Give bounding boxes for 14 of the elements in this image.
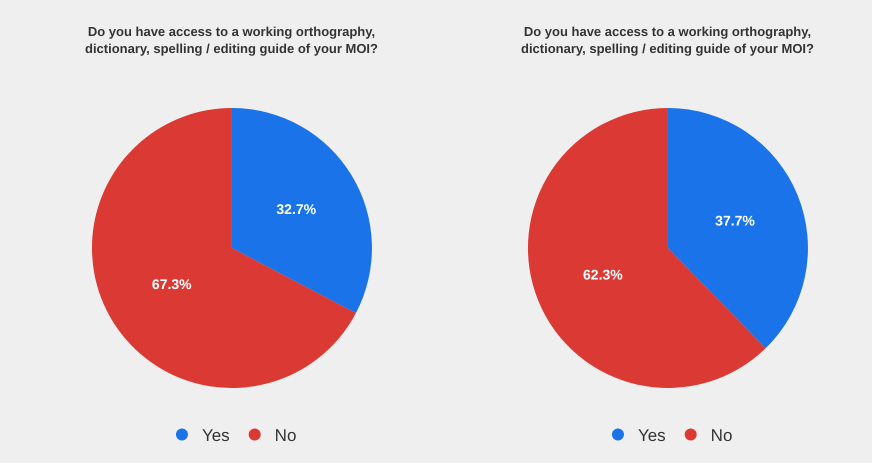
legend-label: Yes [202, 426, 230, 446]
pie-slice [92, 108, 356, 388]
legend-label: No [710, 426, 732, 446]
chart-title: Do you have access to a working orthography, dictionary, spelling / editing guide of your MOI? [521, 24, 814, 56]
data-label: 37.7% [715, 212, 756, 229]
legend-label: Yes [638, 426, 666, 446]
data-label: 32.7% [276, 200, 317, 217]
legend-label: No [274, 426, 296, 446]
pie-slice [528, 108, 766, 388]
pie-slice [668, 108, 808, 348]
data-label: 62.3% [582, 266, 624, 282]
data-label: 67.3% [152, 276, 192, 292]
chart-title: Do you have access to a working orthography, dictionary, spelling / editing guide of your MOI? [85, 24, 378, 56]
pie-slice [232, 108, 372, 314]
